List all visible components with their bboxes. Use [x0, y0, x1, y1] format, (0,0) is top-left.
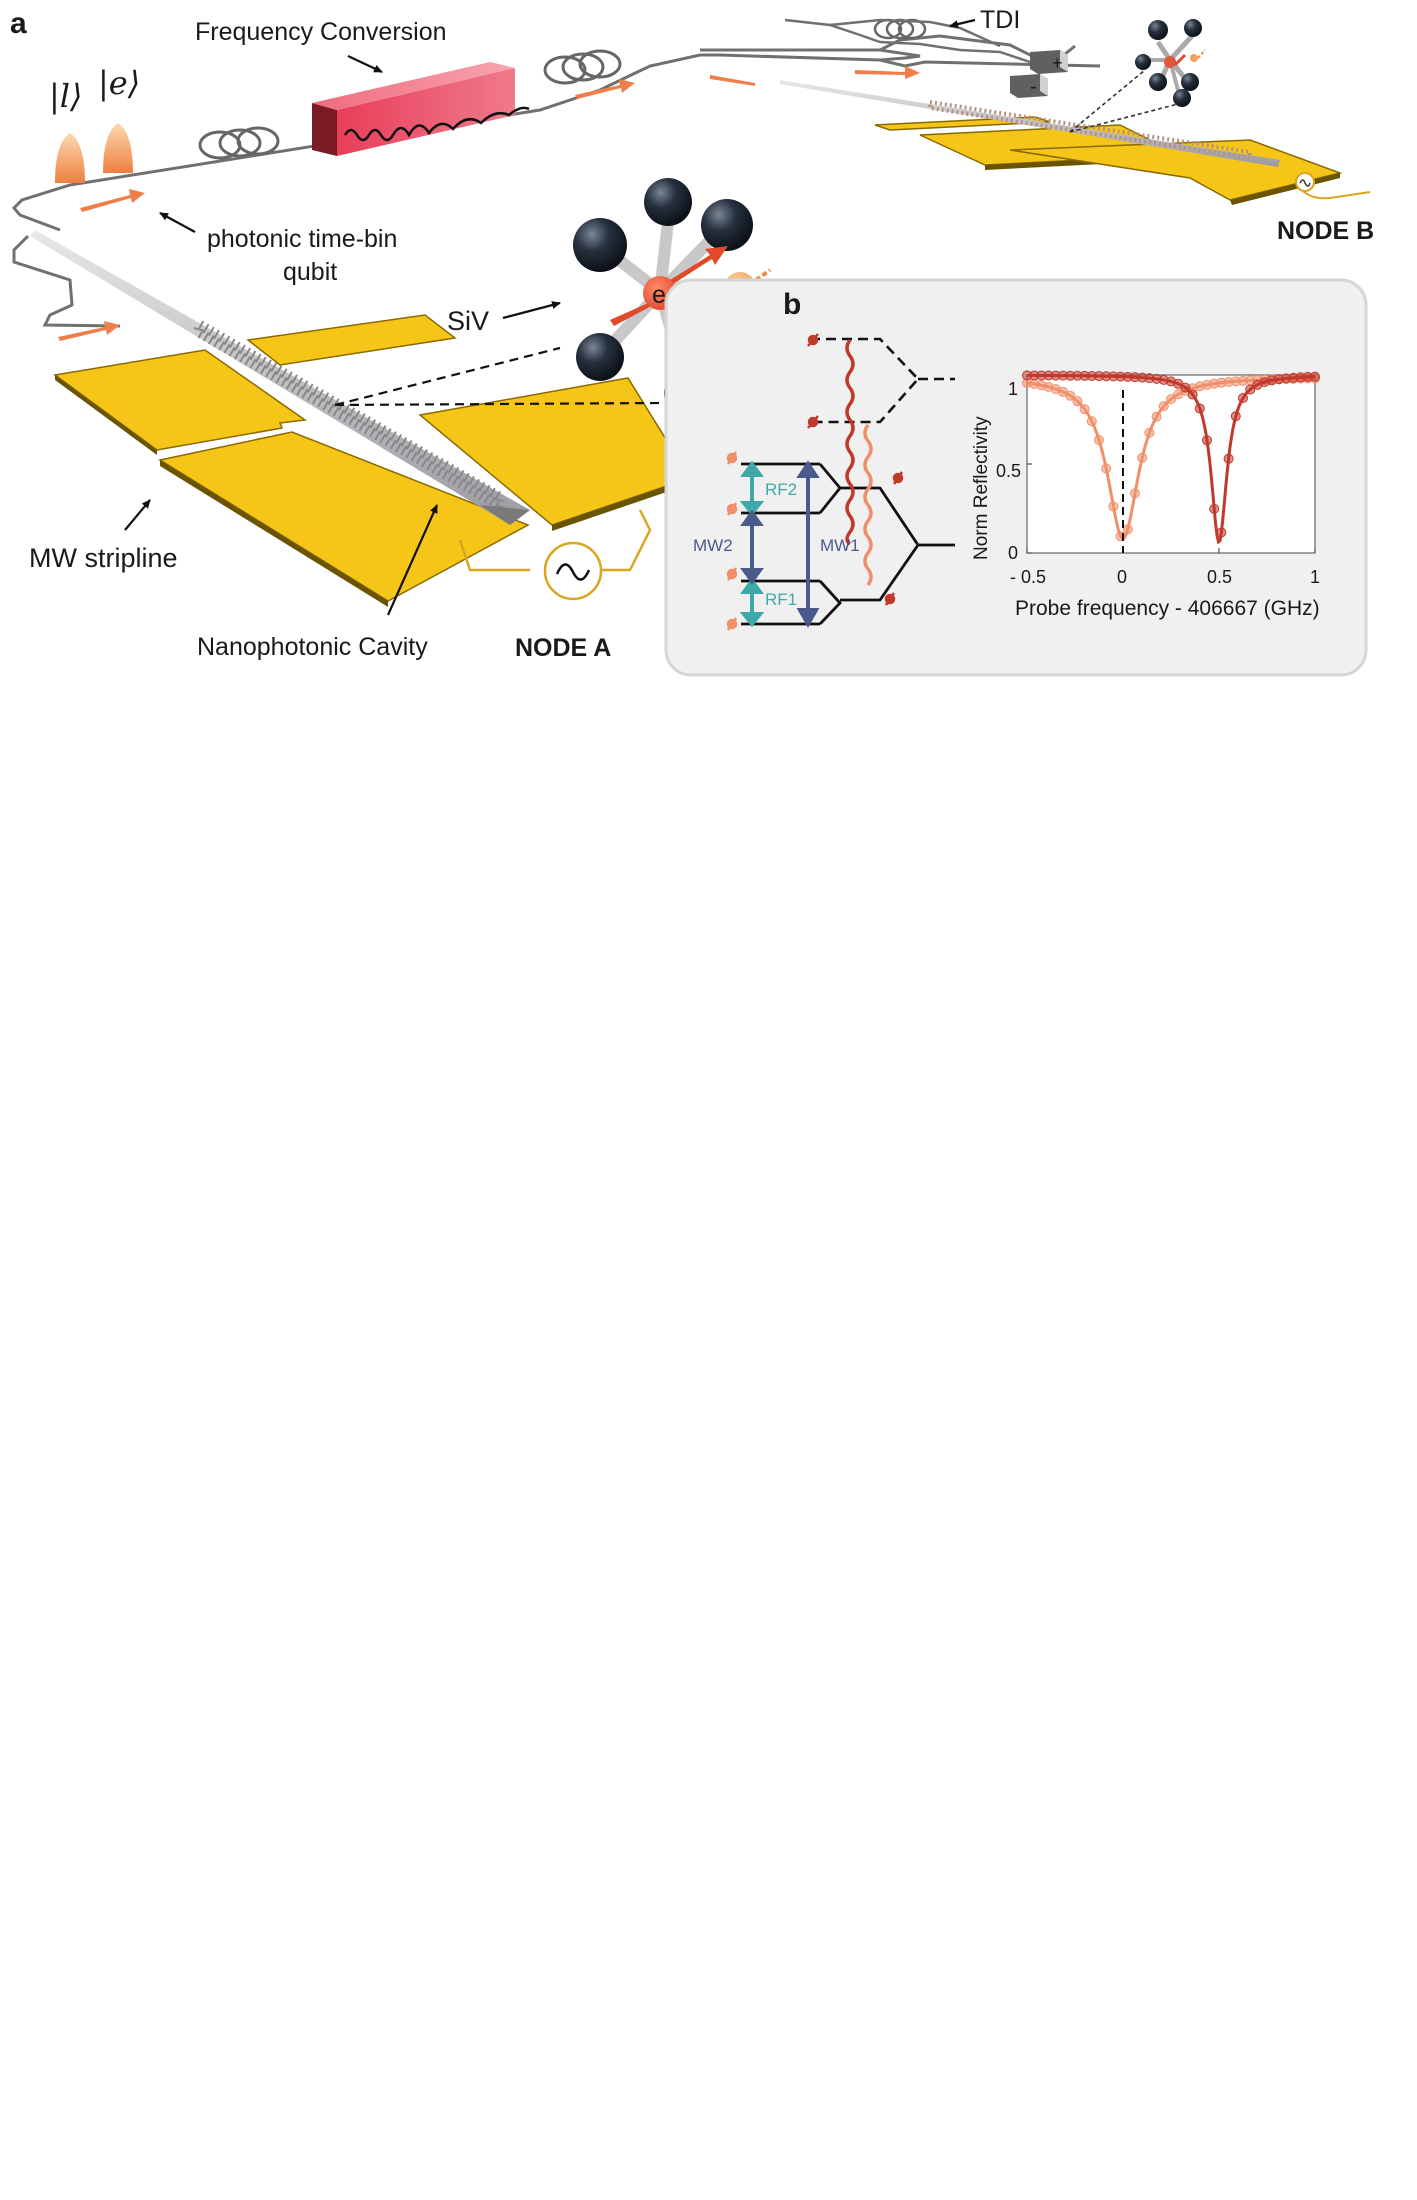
chart-ytick-0: 0 [1008, 543, 1018, 563]
reflectivity-chart: 1 0.5 0 - 0.5 0 0.5 1 Probe frequency - … [971, 370, 1320, 620]
detector-minus-label: - [1030, 76, 1037, 98]
chart-point-0-17 [1144, 427, 1155, 438]
chart-point-1-24 [1194, 403, 1205, 414]
node-b-siv [1135, 19, 1206, 107]
mw2-arrow [740, 509, 764, 585]
chart-point-1-26 [1209, 503, 1220, 514]
panel-label-b: b [783, 288, 801, 321]
chart-point-0-7 [1072, 396, 1083, 407]
photonic-qubit-label-line2: qubit [283, 258, 337, 286]
node-a-label: NODE A [515, 634, 611, 662]
node-a-zoom-lines [334, 346, 661, 407]
chart-xtick-1: 1 [1310, 567, 1320, 587]
rf1-label: RF1 [765, 590, 797, 609]
node-b-label: NODE B [1277, 217, 1374, 245]
panel-b: b [664, 278, 1368, 677]
chart-ytick-1: 1 [1008, 379, 1018, 399]
detector-plus: + [1030, 50, 1068, 74]
chart-series [1022, 370, 1320, 545]
node-b-waveguide [780, 80, 1280, 167]
chart-point-0-9 [1086, 416, 1097, 427]
flow-arrows [58, 66, 920, 341]
photonic-qubit-label-line1: photonic time-bin [207, 225, 397, 253]
ac-source-icon [555, 563, 591, 581]
chart-point-1-31 [1245, 384, 1256, 395]
tdi-label: TDI [980, 6, 1020, 34]
chart-point-0-6 [1065, 390, 1076, 401]
chart-point-0-20 [1166, 394, 1176, 405]
rf1-arrow [739, 577, 765, 628]
chart-point-0-8 [1079, 404, 1090, 415]
rf2-label: RF2 [765, 480, 797, 499]
node-a-stripline [53, 314, 692, 607]
wave-icon [343, 106, 530, 142]
chart-point-0-12 [1108, 501, 1119, 512]
chart-xtick-0-5: 0.5 [1207, 567, 1232, 587]
spin-arrows [726, 333, 904, 631]
frequency-conversion-pointer [347, 55, 383, 73]
node-a-waveguide [30, 230, 530, 525]
chart-point-0-15 [1130, 488, 1140, 499]
chart-xtick-0: 0 [1117, 567, 1127, 587]
detector-plus-label: + [1052, 53, 1063, 73]
mw1-label: MW1 [820, 536, 860, 555]
level-diagram-dashed [810, 337, 955, 424]
tdi-pointer [949, 18, 976, 29]
fiber-coil-2 [543, 49, 622, 85]
chart-xtick-neg0-5: - 0.5 [1010, 567, 1046, 587]
chart-point-0-18 [1151, 411, 1162, 422]
chart-point-1-22 [1180, 382, 1191, 393]
mw2-label: MW2 [693, 536, 733, 555]
nanophotonic-cavity-pointer [386, 504, 439, 616]
chart-point-1-30 [1238, 393, 1248, 404]
chart-point-1-23 [1187, 389, 1198, 400]
photon-wave-dark [845, 338, 855, 546]
electron-label: e [652, 281, 666, 309]
detector-minus: - [1010, 74, 1048, 98]
chart-point-0-16 [1137, 452, 1148, 463]
nanophotonic-cavity-label: Nanophotonic Cavity [197, 633, 428, 661]
node-b-stripline [874, 116, 1371, 205]
chart-point-0-11 [1101, 463, 1112, 474]
photonic-qubit-pointer [159, 212, 196, 233]
siv-pointer [502, 301, 561, 320]
chart-ytick-0-5: 0.5 [996, 461, 1021, 481]
rf2-arrow [739, 460, 765, 517]
mw-stripline-label: MW stripline [29, 543, 178, 573]
chart-point-0-14 [1122, 524, 1133, 535]
chart-point-1-29 [1230, 411, 1241, 422]
chart-point-0-19 [1158, 401, 1169, 412]
tdi-interferometer [784, 18, 1031, 64]
mw1-arrow [796, 460, 820, 629]
node-b-zoom-lines [1069, 69, 1179, 133]
chart-point-0-10 [1094, 434, 1104, 445]
photon-wave-light [863, 423, 873, 587]
panel-label-a: a [10, 7, 27, 40]
mw-stripline-pointer [124, 499, 151, 531]
chart-ylabel: Norm Reflectivity [971, 416, 992, 560]
siv-label: SiV [447, 306, 489, 336]
chart-point-1-25 [1202, 435, 1212, 446]
frequency-conversion-crystal [312, 62, 530, 156]
fiber-coil-1 [198, 126, 280, 160]
chart-point-1-27 [1216, 527, 1227, 538]
ket-l-label: |l⟩ [49, 77, 83, 115]
chart-point-1-40 [1310, 371, 1320, 382]
chart-point-1-28 [1223, 453, 1234, 464]
time-bin-pulses [55, 123, 133, 183]
ket-e-label: |e⟩ [98, 64, 140, 102]
chart-xlabel: Probe frequency - 406667 (GHz) [1015, 597, 1320, 620]
frequency-conversion-label: Frequency Conversion [195, 18, 447, 46]
